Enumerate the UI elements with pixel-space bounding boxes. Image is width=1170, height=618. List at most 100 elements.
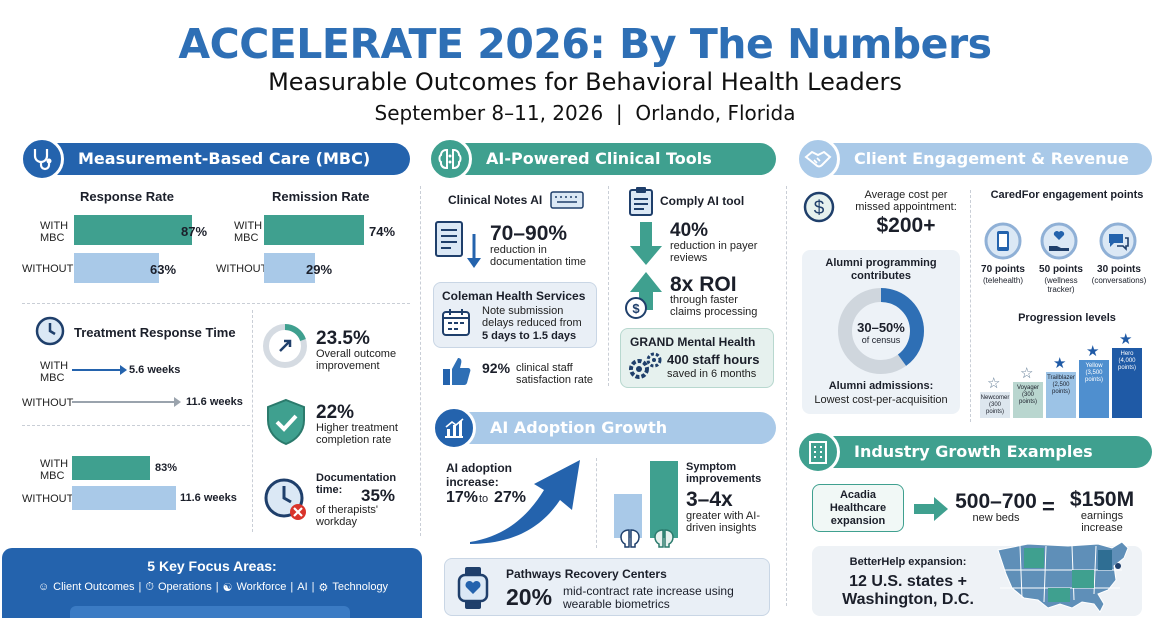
down-arrow-icon	[628, 222, 664, 266]
cared-points: 50 points	[1039, 264, 1083, 275]
treatment-response-title: Treatment Response Time	[74, 325, 236, 340]
cared-points: 70 points	[981, 264, 1025, 275]
gears-icon	[627, 351, 663, 383]
thumbs-up-icon	[440, 354, 474, 388]
industry-banner-label: Industry Growth Examples	[854, 442, 1093, 461]
equals-sign: =	[1042, 494, 1055, 519]
comply-text: reduction in payer reviews	[670, 240, 758, 264]
satisfaction-text: clinical staff satisfaction rate	[516, 362, 594, 386]
bottom-with-bar	[72, 456, 150, 480]
earnings-value: $150M	[1069, 488, 1135, 511]
focus-item: Client Outcomes	[53, 581, 135, 593]
building-icon	[796, 430, 840, 474]
star-icon: ☆	[987, 375, 1001, 392]
separator: |	[215, 581, 219, 593]
stethoscope-icon	[20, 137, 64, 181]
symptom-after-bar	[650, 461, 678, 538]
star-icon: ★	[1086, 343, 1100, 360]
cared-sub: (conversations)	[1091, 276, 1147, 285]
satisfaction-value: 92%	[482, 360, 511, 376]
ai-tools-banner: AI-Powered Clinical Tools Results	[432, 143, 776, 200]
focus-item: Workforce	[236, 581, 287, 593]
coleman-bold: 5 days to 1.5 days	[482, 330, 577, 342]
trt-without-arrow	[72, 396, 184, 408]
timer-icon: ⏱	[145, 581, 154, 593]
remission-with-value: 74%	[369, 224, 396, 239]
outcome-improvement-text: Overall outcome improvement	[316, 348, 397, 372]
grand-text: saved in 6 months	[667, 368, 757, 380]
trt-with-value: 5.6 weeks	[129, 364, 181, 376]
earnings-text: earnings increase	[1080, 510, 1124, 534]
missed-appointment-value: $200+	[876, 214, 936, 237]
symptom-value: 3–4x	[686, 488, 733, 511]
trt-with-arrow	[72, 364, 128, 376]
gear-icon: ⚙	[318, 582, 329, 594]
brain-icon	[618, 528, 642, 548]
phone-icon	[984, 222, 1022, 260]
response-with-label: WITH MBC	[40, 220, 69, 244]
brain-circuit-icon	[428, 137, 472, 181]
alumni-value: 30–50%	[857, 320, 905, 335]
level-name: Newcomer	[980, 395, 1010, 401]
alumni-foot-title: Alumni admissions:	[828, 380, 934, 392]
cared-sub: (wellness tracker)	[1044, 276, 1078, 294]
alumni-donut	[836, 286, 926, 376]
grand-card	[620, 328, 774, 388]
person-icon: ☺	[37, 581, 50, 593]
people-icon: ☯	[222, 582, 233, 594]
adoption-label: AI adoption increase:	[446, 461, 512, 489]
separator: |	[138, 581, 142, 593]
mbc-banner: Measurement-Based Care (MBC) Impact	[24, 143, 410, 200]
level-name: Hero	[1120, 351, 1134, 357]
outcome-improvement-value: 23.5%	[316, 328, 370, 349]
missed-appointment-text: Average cost per missed appointment:	[855, 189, 957, 213]
shield-check-icon	[264, 398, 308, 446]
level-points: (300 points)	[985, 402, 1004, 415]
bottom-with-label: WITH MBC	[40, 458, 69, 482]
progression-levels: Newcomer (300 points) ☆ Voyager (300 points)…	[980, 326, 1146, 418]
response-without-label: WITHOUT	[22, 263, 74, 275]
divider	[970, 190, 971, 422]
bottom-without-bar	[72, 486, 176, 510]
focus-areas-title: 5 Key Focus Areas:	[147, 558, 277, 574]
pathways-value: 20%	[506, 584, 553, 610]
pathways-title: Pathways Recovery Centers	[506, 567, 667, 581]
brain-icon	[652, 528, 676, 548]
engagement-banner-label: Client Engagement & Revenue Impact	[854, 149, 1129, 200]
level-points: (4,000 points)	[1117, 358, 1136, 371]
acadia-label: Acadia Healthcare expansion	[829, 489, 887, 527]
industry-banner: Industry Growth Examples	[800, 436, 1152, 468]
separator: |	[290, 581, 294, 593]
remission-without-label: WITHOUT	[216, 263, 268, 275]
trt-without-value: 11.6 weeks	[186, 396, 243, 408]
level-points: (2,500 points)	[1051, 382, 1070, 395]
calendar-icon	[441, 307, 471, 337]
dollar-circle-icon: $	[802, 190, 836, 224]
documentation-time-prefix: Documentation time:	[316, 472, 397, 496]
cared-sub: (telehealth)	[982, 276, 1024, 285]
response-rate-title: Response Rate	[80, 189, 174, 204]
svg-text:$: $	[814, 198, 825, 219]
gauge-icon	[262, 323, 308, 369]
trt-without-label: WITHOUT	[22, 397, 74, 409]
donut-arc	[838, 288, 924, 374]
trt-with-label: WITH MBC	[40, 360, 69, 384]
level-bar: Hero (4,000 points)	[1112, 348, 1142, 418]
alumni-foot: Lowest cost-per-acquisition	[814, 394, 948, 406]
separator: |	[311, 581, 315, 593]
roi-value: 8x ROI	[670, 273, 737, 296]
documentation-time-text: of therapists' workday	[316, 504, 379, 528]
growth-arrow-icon	[466, 456, 584, 546]
level-bar: Trailblazer (2,500 points)	[1046, 372, 1076, 418]
level-points: (300 points)	[1018, 392, 1037, 405]
cared-points: 30 points	[1097, 264, 1141, 275]
adoption-to-word: to	[479, 493, 489, 505]
divider	[596, 458, 597, 548]
divider	[252, 310, 253, 532]
column-divider	[420, 186, 421, 536]
level-name: Voyager	[1016, 385, 1040, 391]
page-title: ACCELERATE 2026: By The Numbers	[178, 20, 992, 68]
comply-title: Comply AI tool	[660, 194, 745, 208]
caredfor-title: CaredFor engagement points	[990, 189, 1144, 201]
